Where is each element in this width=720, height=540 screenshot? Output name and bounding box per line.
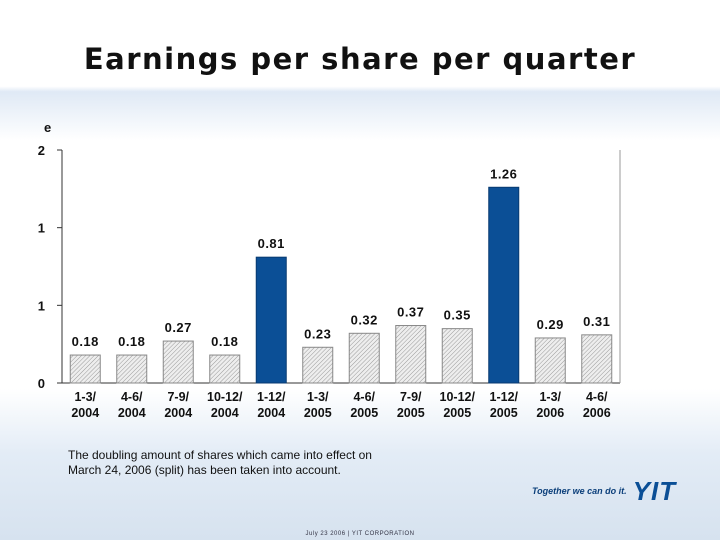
quarter-bar xyxy=(69,354,101,384)
x-tick-label: 1-12/2005 xyxy=(490,390,519,420)
x-tick-label: 7-9/2005 xyxy=(397,390,425,420)
bar-value-label: 0.23 xyxy=(304,326,331,341)
bar-value-label: 0.27 xyxy=(165,320,192,335)
quarter-bar xyxy=(116,354,148,384)
x-tick-label: 1-12/2004 xyxy=(257,390,286,420)
bar-value-label: 0.35 xyxy=(444,308,471,323)
bar-value-label: 0.18 xyxy=(211,334,238,349)
x-tick-label: 1-3/2006 xyxy=(536,390,564,420)
chart-axes: 0 1 1 2 xyxy=(38,143,621,391)
bar-value-label: 1.26 xyxy=(490,166,517,181)
page-title: Earnings per share per quarter xyxy=(83,42,637,76)
quarter-bar xyxy=(534,337,566,384)
x-tick-label: 10-12/2005 xyxy=(440,390,476,420)
bar-value-label: 0.18 xyxy=(118,334,145,349)
chart-bars: 0.18 1-3/2004 0.18 4-6/2004 0.27 7-9/2004 0.18… xyxy=(69,166,613,420)
y-axis-unit-label: e xyxy=(44,120,51,135)
x-tick-label: 1-3/2005 xyxy=(304,390,332,420)
bar-value-label: 0.37 xyxy=(397,305,424,320)
y-tick-label: 1 xyxy=(38,298,45,313)
bar-value-label: 0.29 xyxy=(537,317,564,332)
quarter-bar xyxy=(581,334,613,384)
bar-value-label: 0.31 xyxy=(583,314,610,329)
quarter-bar xyxy=(348,332,380,384)
eps-bar-chart: e 0 1 1 2 0.18 1-3/2004 0.18 4-6/2004 0.27 7-9/2… xyxy=(38,120,621,420)
company-logo: Together we can do it. YIT xyxy=(532,475,677,506)
bar-value-label: 0.81 xyxy=(258,236,285,251)
split-footnote: The doubling amount of shares which came… xyxy=(68,448,372,477)
logo-wordmark: YIT xyxy=(632,475,677,506)
x-tick-label: 1-3/2004 xyxy=(71,390,99,420)
footer-text: July 23 2006 | YIT CORPORATION xyxy=(305,531,415,537)
bar-value-label: 0.18 xyxy=(72,334,99,349)
bar-value-label: 0.32 xyxy=(351,312,378,327)
x-tick-label: 7-9/2004 xyxy=(164,390,192,420)
y-tick-label: 2 xyxy=(38,143,45,158)
x-tick-label: 10-12/2004 xyxy=(207,390,243,420)
logo-slogan: Together we can do it. xyxy=(532,486,627,496)
x-tick-label: 4-6/2004 xyxy=(118,390,146,420)
quarter-bar xyxy=(209,354,241,384)
annual-total-bar xyxy=(488,186,520,384)
quarter-bar xyxy=(162,340,194,384)
quarter-bar xyxy=(395,325,427,384)
quarter-bar xyxy=(441,328,473,384)
y-tick-label: 1 xyxy=(38,221,45,236)
x-tick-label: 4-6/2005 xyxy=(350,390,378,420)
x-tick-label: 4-6/2006 xyxy=(583,390,611,420)
annual-total-bar xyxy=(255,256,287,384)
y-tick-label: 0 xyxy=(38,376,45,391)
quarter-bar xyxy=(302,346,334,384)
